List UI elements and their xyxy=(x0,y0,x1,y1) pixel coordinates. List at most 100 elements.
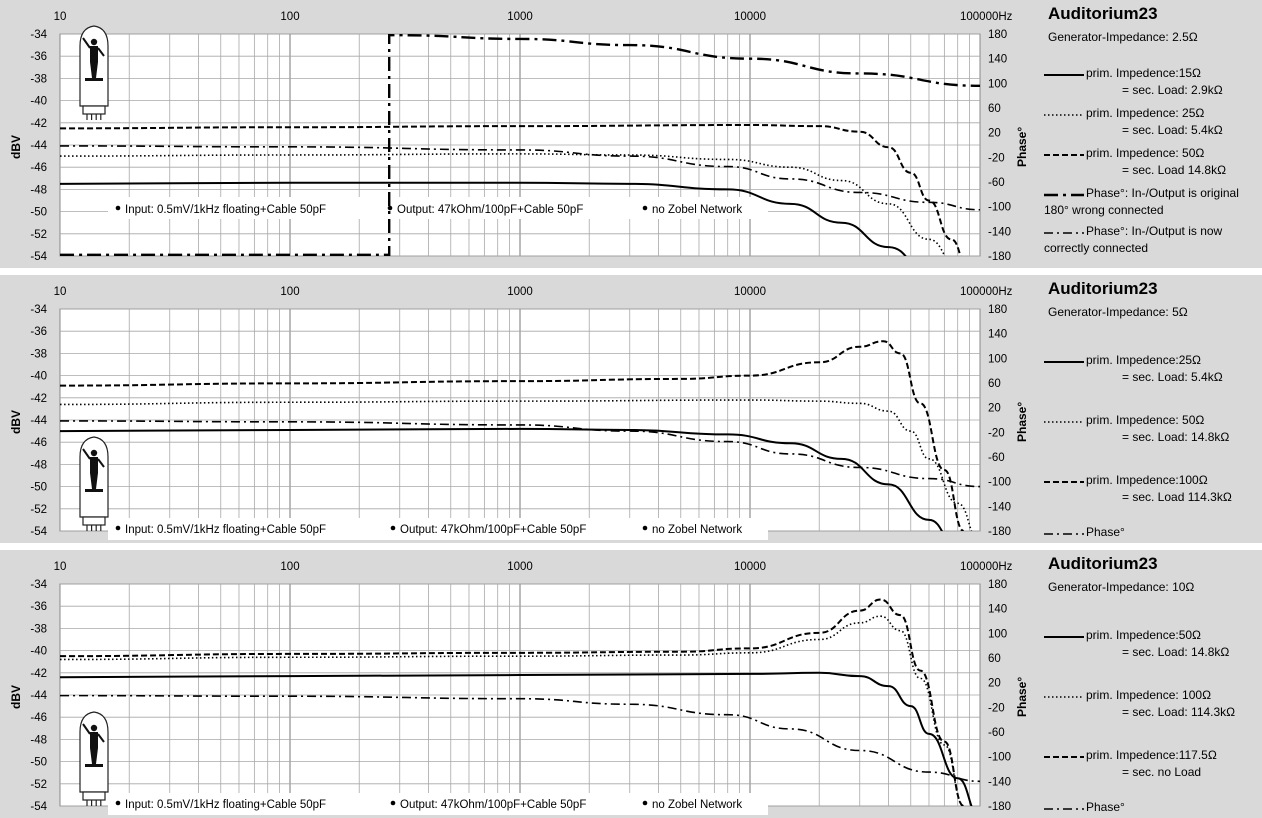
y2-tick-label: 100 xyxy=(988,628,1007,640)
figure-body-shape xyxy=(90,46,98,78)
y-tick-label: -48 xyxy=(30,734,47,746)
chart-svg: -34 -36 -38 -40 -42 -44 -46 -48 -50 -52 -54 180 140 1… xyxy=(9,561,1029,815)
y2-tick-label: -100 xyxy=(988,752,1011,764)
y-tick-label: -48 xyxy=(30,459,47,471)
figure-arm-shape xyxy=(82,723,105,743)
series-line xyxy=(60,145,980,211)
x-tick-label: 1000 xyxy=(507,286,533,298)
legend-label-line2: = sec. Load 14.8kΩ xyxy=(1122,163,1227,177)
y-tick-label: -42 xyxy=(30,668,47,680)
y2-tick-label: 60 xyxy=(988,378,1001,390)
legend-label: prim. Impedence: 50Ω xyxy=(1086,413,1205,427)
y2-tick-label: 20 xyxy=(988,403,1001,415)
series-line xyxy=(60,399,973,531)
y-tick-label: -54 xyxy=(30,251,47,263)
legend-swatch xyxy=(1044,74,1084,76)
chart-panel: -34 -36 -38 -40 -42 -44 -46 -48 -50 -52 -54 180 140 1… xyxy=(0,550,1262,818)
y2-tick-label: -140 xyxy=(988,501,1011,513)
y2-tick-label: 180 xyxy=(988,304,1007,316)
y2-tick-label: -140 xyxy=(988,776,1011,788)
x-tick-label: 10000 xyxy=(734,286,766,298)
figure-arm-shape xyxy=(82,37,105,57)
note-bullet xyxy=(115,205,121,211)
legend-swatch xyxy=(1044,232,1084,234)
legend-label-line2: = sec. no Load xyxy=(1122,765,1202,779)
legend-label: prim. Impedence: 100Ω xyxy=(1086,688,1212,702)
y-tick-label: -38 xyxy=(30,623,47,635)
legend-label: prim. Impedence:117.5Ω xyxy=(1086,748,1217,762)
y2-tick-label: -100 xyxy=(988,202,1011,214)
y2-tick-label: -20 xyxy=(988,427,1005,439)
y2-tick-label: 180 xyxy=(988,29,1007,41)
chart-title: Auditorium23 xyxy=(1048,554,1158,573)
chart-subtitle: Generator-Impedance: 10Ω xyxy=(1048,580,1195,594)
y-tick-label: -46 xyxy=(30,162,47,174)
legend-swatch xyxy=(1044,154,1084,156)
legend-label-line2: 180° wrong connected xyxy=(1044,203,1164,217)
legend-label-line2: correctly connected xyxy=(1044,241,1149,255)
figure-head-shape xyxy=(90,38,98,46)
note-text: Input: 0.5mV/1kHz floating+Cable 50pF xyxy=(125,524,326,536)
series-line xyxy=(60,427,943,531)
note-bullet xyxy=(387,205,393,211)
notes-group: Input: 0.5mV/1kHz floating+Cable 50pF Out… xyxy=(115,799,742,811)
y2-tick-label: -60 xyxy=(988,177,1005,189)
legend-swatch xyxy=(1044,756,1084,758)
y-tick-label: -54 xyxy=(30,801,47,813)
y-tick-label: -50 xyxy=(30,757,47,769)
note-text: Output: 47kOhm/100pF+Cable 50pF xyxy=(397,204,583,216)
series-line xyxy=(60,671,973,806)
notes-group: Input: 0.5mV/1kHz floating+Cable 50pF Out… xyxy=(115,524,742,536)
y2-tick-label: -180 xyxy=(988,526,1011,538)
note-bullet xyxy=(390,800,396,806)
y-tick-label: -40 xyxy=(30,96,47,108)
legend-swatch xyxy=(1044,808,1084,810)
figure-head-shape xyxy=(90,724,98,732)
y-tick-label: -34 xyxy=(30,29,47,41)
note-bullet xyxy=(642,525,648,531)
y-tick-label: -50 xyxy=(30,207,47,219)
y2-tick-label: -140 xyxy=(988,226,1011,238)
y2-tick-label: 180 xyxy=(988,579,1007,591)
y2-tick-label: 20 xyxy=(988,678,1001,690)
chart-title: Auditorium23 xyxy=(1048,4,1158,23)
legend-label-line2: = sec. Load: 5.4kΩ xyxy=(1122,123,1223,137)
tube-logo-icon xyxy=(79,25,109,120)
y2-tick-label: 100 xyxy=(988,78,1007,90)
y-tick-label: -46 xyxy=(30,437,47,449)
note-text: Input: 0.5mV/1kHz floating+Cable 50pF xyxy=(125,204,326,216)
tube-base-shape xyxy=(82,791,106,801)
tube-base-shape xyxy=(82,516,106,526)
note-text: Input: 0.5mV/1kHz floating+Cable 50pF xyxy=(125,799,326,811)
legend-label-line2: = sec. Load: 14.8kΩ xyxy=(1122,645,1230,659)
figure-body-shape xyxy=(90,457,98,489)
tube-base-shape xyxy=(82,105,106,115)
legend-swatch xyxy=(1044,696,1084,698)
y-tick-label: -52 xyxy=(30,779,47,791)
y-tick-label: -50 xyxy=(30,482,47,494)
y-tick-label: -52 xyxy=(30,504,47,516)
y2-tick-label: -20 xyxy=(988,702,1005,714)
y2-tick-label: 60 xyxy=(988,653,1001,665)
tube-logo-icon xyxy=(79,711,109,806)
figure-arm-shape xyxy=(82,448,105,468)
x-tick-label: 10000 xyxy=(734,561,766,573)
note-bullet xyxy=(642,205,648,211)
chart-panel: -34 -36 -38 -40 -42 -44 -46 -48 -50 -52 -54 180 140 1… xyxy=(0,0,1262,268)
figure-body-shape xyxy=(90,732,98,764)
legend-swatch xyxy=(1044,636,1084,638)
y2-tick-label: -100 xyxy=(988,477,1011,489)
legend-panel: Auditorium23 Generator-Impedance: 5Ω prim.… xyxy=(1038,275,1262,543)
note-text: no Zobel Network xyxy=(652,799,742,811)
y2-tick-label: 140 xyxy=(988,329,1007,341)
legend-panel: Auditorium23 Generator-Impedance: 2.5Ω pri… xyxy=(1038,0,1262,268)
legend-label: prim. Impedence: 25Ω xyxy=(1086,106,1205,120)
y2-tick-label: -60 xyxy=(988,727,1005,739)
chart-panel: -34 -36 -38 -40 -42 -44 -46 -48 -50 -52 -54 180 140 1… xyxy=(0,275,1262,543)
series-line xyxy=(60,598,965,806)
note-text: no Zobel Network xyxy=(652,524,742,536)
y-tick-label: -52 xyxy=(30,229,47,241)
y-tick-label: -54 xyxy=(30,526,47,538)
x-tick-label: 100000Hz xyxy=(960,561,1013,573)
chart-title: Auditorium23 xyxy=(1048,279,1158,298)
